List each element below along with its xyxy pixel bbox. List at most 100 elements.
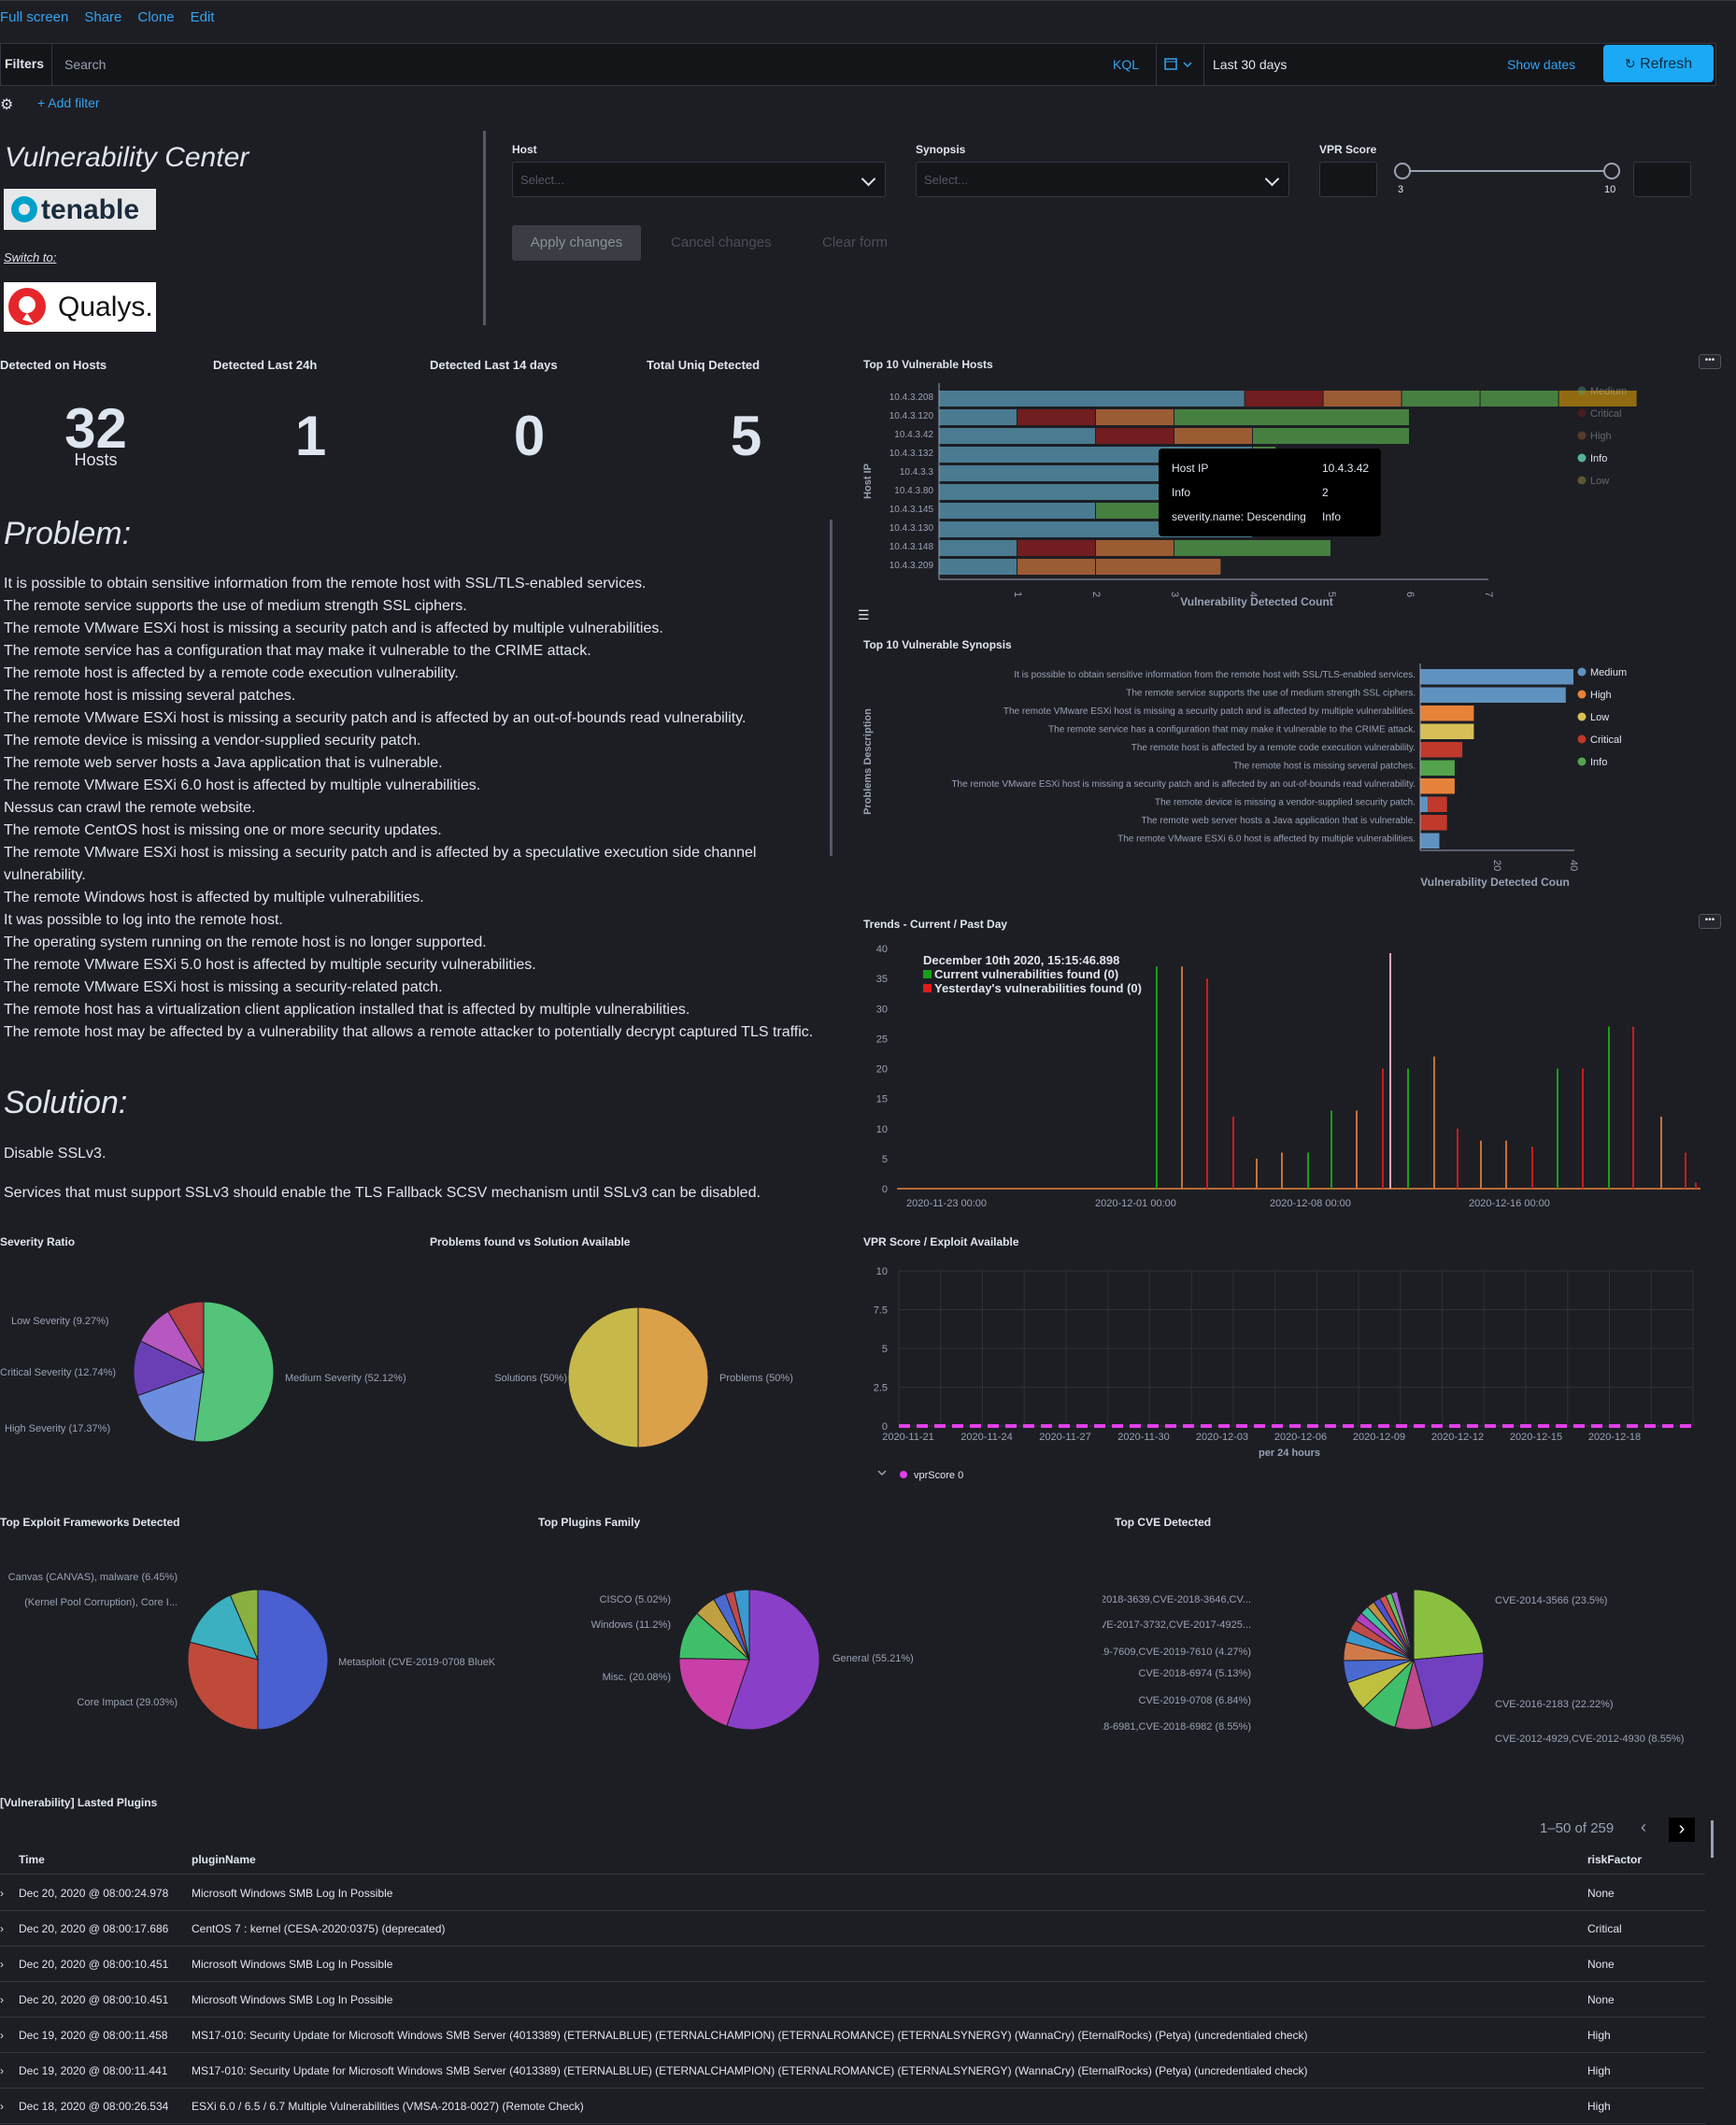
prev-page-icon[interactable]: ‹ [1641,1818,1646,1836]
vpr-slider-max-handle[interactable] [1603,163,1620,179]
column-header-plugin[interactable]: pluginName [192,1853,256,1866]
axis-tick-label: 2020-11-24 [960,1432,1012,1443]
table-cell-plugin: MS17-010: Security Update for Microsoft … [192,2064,1308,2077]
slice-label: Critical Severity (12.74%) [0,1367,116,1378]
calendar-dropdown[interactable] [1157,44,1204,85]
axis-tick-label: The remote web server hosts a Java appli… [1142,816,1416,826]
host-select[interactable]: Select... [512,162,886,197]
table-row[interactable]: › Dec 20, 2020 @ 08:00:17.686 CentOS 7 : k… [0,1910,1705,1947]
vpr-min-input[interactable] [1319,162,1377,197]
table-cell-risk: None [1587,1958,1615,1971]
pie-slice [136,1371,205,1442]
problem-item: The remote host is missing several patch… [4,688,296,704]
clear-form-button[interactable]: Clear form [822,235,889,250]
next-page-icon[interactable]: › [1669,1818,1695,1842]
axis-tick-label: The remote VMware ESXi host is missing a… [1003,706,1416,717]
axis-tick-label: 2020-11-23 00:00 [906,1198,987,1209]
axis-tick-label: 7.5 [874,1305,888,1317]
axis-tick-label: It is possible to obtain sensitive infor… [1014,670,1416,680]
table-cell-plugin: Microsoft Windows SMB Log In Possible [192,1993,393,2006]
metric-label: Detected Last 24h [213,358,318,372]
expand-row-icon[interactable]: › [0,1887,4,1900]
scrollbar[interactable] [1711,1820,1714,1858]
apply-changes-button[interactable]: Apply changes [512,225,641,261]
bar-segment [1096,409,1174,425]
column-header-risk[interactable]: riskFactor [1587,1853,1643,1866]
axis-tick-label: The remote VMware ESXi host is missing a… [951,779,1416,790]
filters-label[interactable]: Filters [5,56,45,71]
pie-slice [1390,1590,1415,1661]
search-input[interactable]: Search [64,57,107,72]
axis-tick-label: 4 [1247,592,1259,597]
options-button[interactable]: ••• [1699,914,1721,929]
expand-row-icon[interactable]: › [0,2064,4,2077]
share-link[interactable]: Share [84,9,122,25]
tooltip-value: 2 [1322,486,1329,499]
show-dates-link[interactable]: Show dates [1507,57,1576,72]
list-icon[interactable]: ☰ [858,607,870,622]
add-filter-link[interactable]: + Add filter [37,95,100,110]
bar-segment [939,559,1017,575]
synopsis-select[interactable]: Select... [916,162,1289,197]
column-header-time[interactable]: Time [19,1853,45,1866]
date-range-label[interactable]: Last 30 days [1213,57,1288,72]
bar-segment [1253,428,1409,444]
table-divider [0,1874,1705,1875]
bar-segment [1174,409,1409,425]
bar-segment [1017,559,1095,575]
options-button[interactable]: ••• [1699,354,1721,369]
metric-value: 32 [64,397,127,460]
solution-text: Disable SSLv3. [4,1146,107,1162]
table-row[interactable]: › Dec 18, 2020 @ 08:00:26.534 ESXi 6.0 / 6… [0,2088,1705,2124]
bar-segment [1420,796,1429,812]
trends-chart: 40 35 30 25 20 15 10 5 0 2020-11-23 00:00 2020-12-… [876,944,1700,1209]
slice-label: General (55.21%) [832,1653,914,1664]
expand-row-icon[interactable]: › [0,1958,4,1971]
expand-row-icon[interactable]: › [0,2029,4,2042]
axis-tick-label: 10.4.3.209 [889,561,934,571]
cancel-changes-button[interactable]: Cancel changes [671,235,772,250]
problem-item: The remote service supports the use of m… [4,598,467,614]
legend-swatch [923,984,932,992]
axis-tick-label: 2020-11-21 [882,1432,933,1443]
panel-title: Top 10 Vulnerable Synopsis [863,638,1012,651]
table-row[interactable]: › Dec 20, 2020 @ 08:00:10.451 Microsoft Wi… [0,1981,1705,2018]
full-screen-link[interactable]: Full screen [0,9,69,25]
table-cell-risk: Critical [1587,1922,1622,1935]
axis-tick-label: 2020-12-12 [1431,1432,1484,1443]
gear-icon[interactable]: ⚙ [0,97,14,113]
panel-divider [483,131,486,325]
problem-item: The remote CentOS host is missing one or… [4,822,442,838]
bar-segment [1096,540,1174,556]
qualys-logo[interactable]: Qualys. [4,282,156,332]
qualys-logo-text: Qualys. [58,292,153,322]
edit-link[interactable]: Edit [190,9,215,25]
bar-segment [1428,796,1447,812]
vpr-slider-track[interactable] [1402,170,1611,172]
axis-title: Problems Description [862,708,874,815]
clone-link[interactable]: Clone [137,9,175,25]
table-row[interactable]: › Dec 19, 2020 @ 08:00:11.441 MS17-010: Se… [0,2052,1705,2089]
table-row[interactable]: › Dec 20, 2020 @ 08:00:10.451 Microsoft Wi… [0,1946,1705,1982]
vpr-max-input[interactable] [1633,162,1691,197]
legend-dot [1577,712,1587,721]
kql-toggle[interactable]: KQL [1113,57,1140,72]
tooltip-title: December 10th 2020, 15:15:46.898 [923,953,1119,967]
problem-item: The remote VMware ESXi host is missing a… [4,620,663,636]
table-cell-time: Dec 18, 2020 @ 08:00:26.534 [19,2100,169,2113]
scrollbar[interactable] [830,520,832,856]
expand-row-icon[interactable]: › [0,1993,4,2006]
expand-row-icon[interactable]: › [0,1922,4,1935]
top-synopsis-chart: It is possible to obtain sensitive infor… [862,663,1627,889]
vpr-slider-min-handle[interactable] [1394,163,1411,179]
table-row[interactable]: › Dec 20, 2020 @ 08:00:24.978 Microsoft Wi… [0,1875,1705,1911]
table-row[interactable]: › Dec 19, 2020 @ 08:00:11.458 MS17-010: Se… [0,2017,1705,2053]
tooltip-key: Info [1172,486,1191,499]
legend-dot [1577,386,1587,395]
axis-tick-label: 10.4.3.208 [889,392,934,403]
refresh-button[interactable]: ↻ Refresh [1603,45,1714,82]
legend-dot [1577,453,1587,463]
metric-label: Detected on Hosts [0,358,107,372]
tenable-logo[interactable]: tenable [4,189,156,230]
expand-row-icon[interactable]: › [0,2100,4,2113]
